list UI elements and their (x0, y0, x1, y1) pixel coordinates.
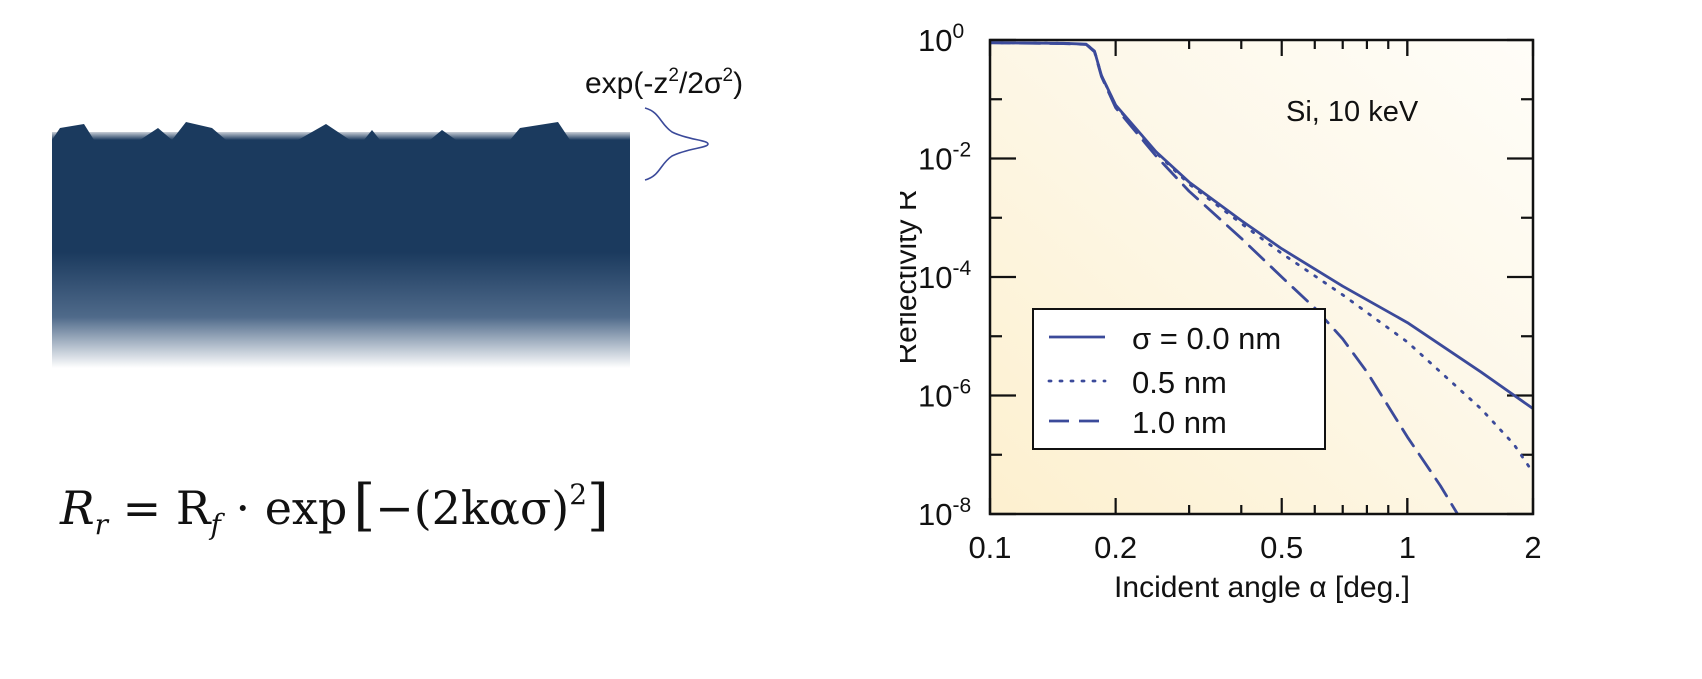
y-tick-label: 10-8 (918, 494, 971, 532)
plot-frame (988, 38, 1535, 516)
x-tick-label: 0.2 (1094, 530, 1137, 565)
reflectivity-chart: 0.1 0.2 0.5 1 2 100 10-2 10-4 10-6 10-8 Si, 10 ke… (890, 20, 1542, 604)
series-layer (990, 41, 1533, 514)
x-tick-label: 1 (1399, 530, 1416, 565)
substrate-block (52, 136, 630, 368)
legend: σ = 0.0 nm 0.5 nm 1.0 nm (1032, 308, 1326, 450)
y-tick-label: 10-2 (918, 139, 971, 177)
roughness-formula: Rr = Rf · exp [−(2kασ)2] (59, 473, 609, 541)
gaussian-profile-curve (644, 107, 709, 181)
rough-surface (52, 122, 630, 146)
legend-label-2: 1.0 nm (1132, 405, 1227, 440)
y-axis-label: Reflectivity R (900, 189, 923, 364)
x-tick-label: 2 (1524, 530, 1541, 565)
y-tick-label: 10-4 (918, 257, 971, 295)
tick-labels: 0.1 0.2 0.5 1 2 100 10-2 10-4 10-6 10-8 (918, 20, 1542, 565)
x-tick-label: 0.5 (1260, 530, 1303, 565)
y-tick-label: 10-6 (918, 376, 971, 414)
x-tick-label: 0.1 (968, 530, 1011, 565)
x-axis-label: Incident angle α [deg.] (1114, 571, 1410, 604)
roughness-illustration-panel: exp(-z2/2σ2) Rr = Rf · exp [−(2kασ)2] (52, 65, 743, 541)
roughness-illustration: exp(-z2/2σ2) Rr = Rf · exp [−(2kασ)2] (52, 65, 743, 541)
chart-annotation: Si, 10 keV (1286, 96, 1419, 128)
series-line-dashed (990, 41, 1460, 514)
y-tick-label: 100 (918, 20, 964, 58)
gaussian-label: exp(-z2/2σ2) (585, 65, 743, 100)
legend-label-1: 0.5 nm (1132, 365, 1227, 400)
reflectivity-chart-panel: 0.1 0.2 0.5 1 2 100 10-2 10-4 10-6 10-8 Si, 10 ke… (890, 0, 1702, 674)
legend-label-0: σ = 0.0 nm (1132, 321, 1281, 356)
legend-box (1032, 308, 1326, 450)
